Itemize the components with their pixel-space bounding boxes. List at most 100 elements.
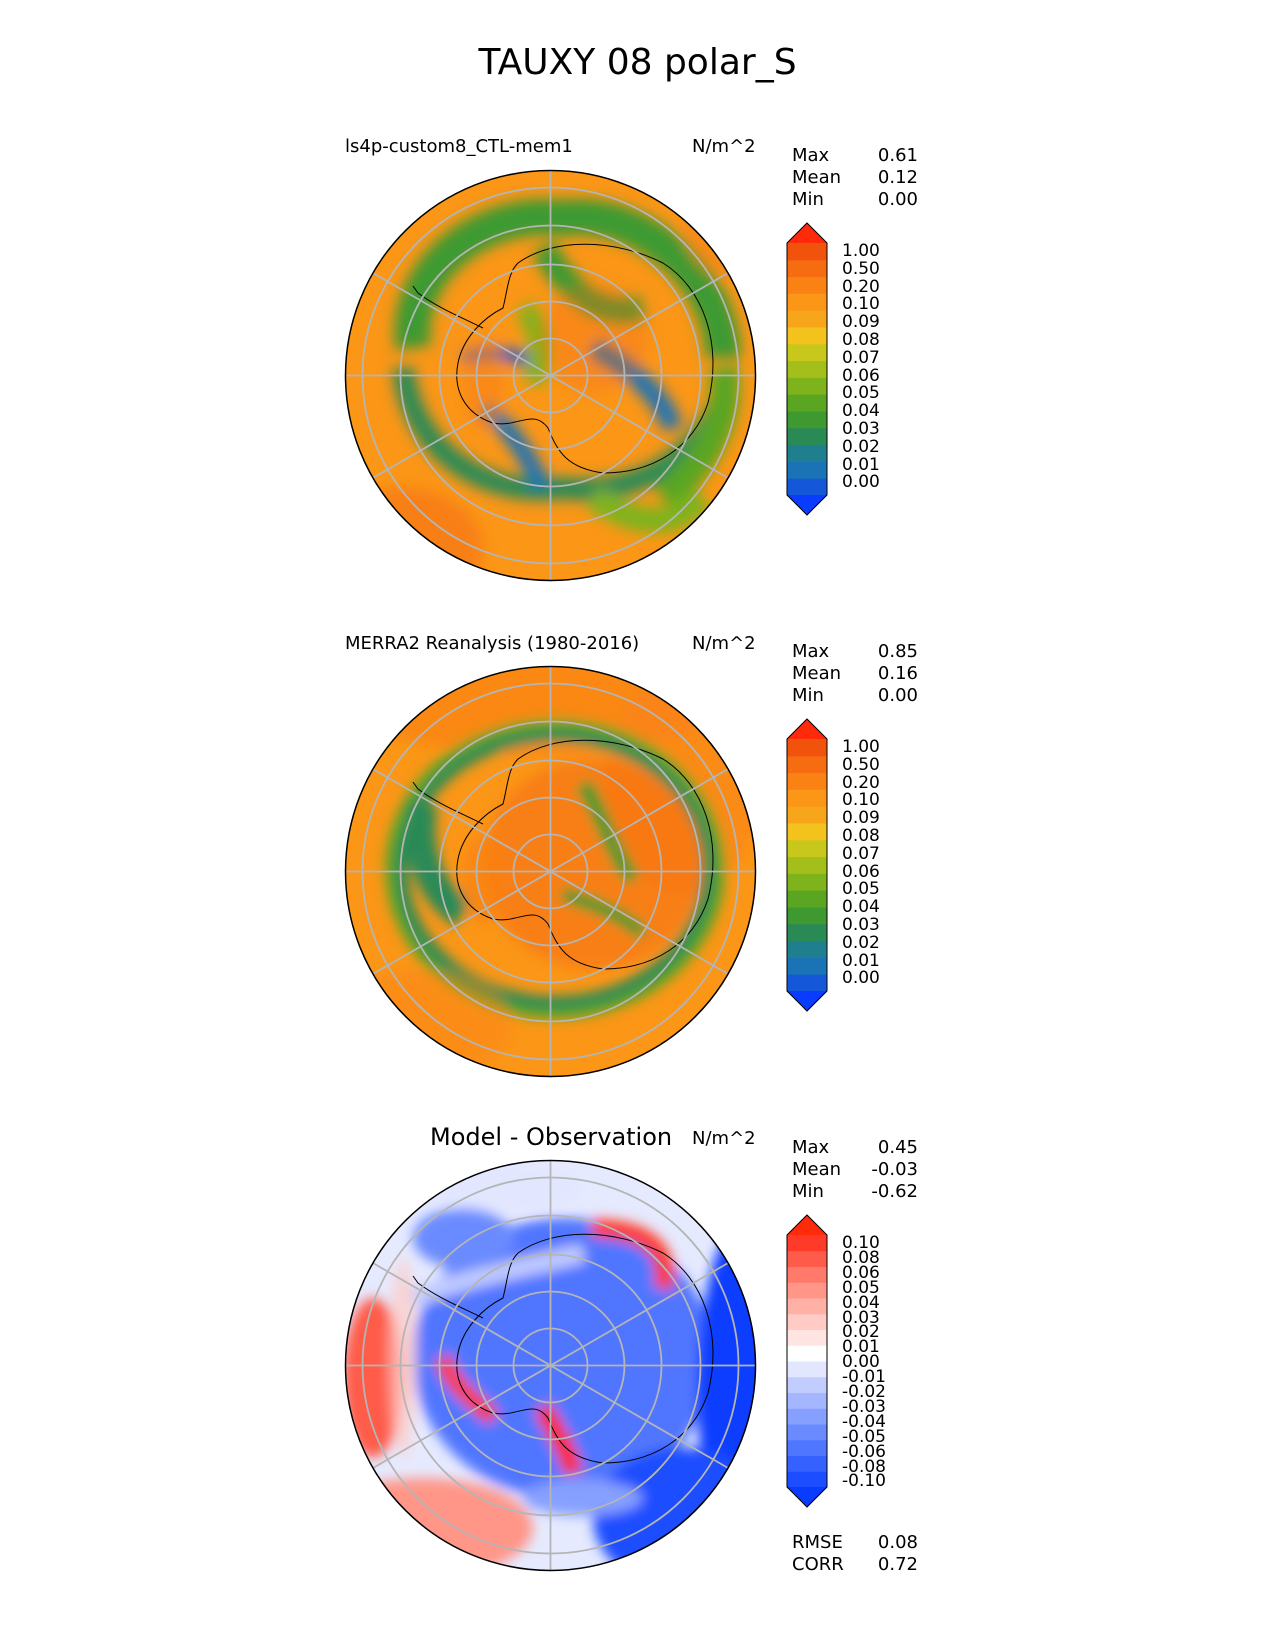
cbar-tick: 1.00 bbox=[842, 241, 880, 261]
colorbar-extend-max bbox=[787, 223, 827, 243]
stat-mean-value: 0.16 bbox=[877, 663, 918, 684]
map-boundary bbox=[344, 1159, 757, 1572]
cbar-tick: 0.06 bbox=[842, 365, 880, 386]
cbar-tick: 0.03 bbox=[842, 915, 880, 935]
colorbar-segment bbox=[787, 259, 827, 278]
panel-model-units: N/m^2 bbox=[692, 136, 756, 157]
colorbar-segment bbox=[787, 940, 827, 958]
colorbar-outline bbox=[786, 222, 828, 516]
panel-model-stats: Max 0.61 Mean 0.12 Min 0.00 bbox=[792, 145, 918, 211]
colorbar-extend-min bbox=[787, 495, 827, 515]
colorbar-segment bbox=[787, 1345, 827, 1362]
cbar-tick: 0.04 bbox=[842, 897, 880, 918]
cbar-tick: 0.05 bbox=[842, 383, 880, 404]
colorbar-extend-min bbox=[787, 991, 827, 1011]
cbar-tick: 0.10 bbox=[842, 790, 880, 811]
stat-rmse-value: 0.08 bbox=[877, 1532, 918, 1553]
cbar-tick: 0.01 bbox=[842, 1337, 880, 1358]
panel-diff-colorbar bbox=[786, 1214, 828, 1508]
panel-obs-stats: Max 0.85 Mean 0.16 Min 0.00 bbox=[792, 641, 918, 707]
panel-diff-stats: Max 0.45 Mean -0.03 Min -0.62 bbox=[792, 1137, 918, 1203]
antarctica-coastline bbox=[456, 1233, 714, 1464]
colorbar-segment bbox=[787, 957, 827, 975]
stat-max-value: 0.85 bbox=[877, 641, 918, 662]
stat-max-value: 0.45 bbox=[877, 1137, 918, 1158]
cbar-tick: 0.09 bbox=[842, 312, 880, 333]
stat-max-label: Max bbox=[792, 1137, 830, 1158]
cbar-tick: 0.05 bbox=[842, 879, 880, 900]
stat-min-value: 0.00 bbox=[877, 189, 918, 210]
colorbar-segment bbox=[787, 1376, 827, 1393]
stat-min-value: 0.00 bbox=[877, 685, 918, 706]
cbar-tick: 0.06 bbox=[842, 1262, 880, 1283]
cbar-tick: 0.05 bbox=[842, 1277, 880, 1298]
stat-mean-value: 0.12 bbox=[877, 167, 918, 188]
peninsula-coastline bbox=[412, 1275, 484, 1319]
stat-mean-value: -0.03 bbox=[871, 1159, 918, 1180]
cbar-tick: -0.01 bbox=[842, 1367, 886, 1388]
colorbar-segment bbox=[787, 293, 827, 311]
figure-title: TAUXY 08 polar_S bbox=[478, 42, 797, 83]
stat-mean-label: Mean bbox=[792, 663, 842, 684]
colorbar-segment bbox=[787, 823, 827, 841]
colorbar-segment bbox=[787, 377, 827, 395]
map-boundary bbox=[344, 665, 757, 1078]
colorbar-segment bbox=[787, 327, 827, 345]
cbar-tick: 0.04 bbox=[842, 401, 880, 422]
panel-diff-error-stats: RMSE 0.08 CORR 0.72 bbox=[792, 1532, 918, 1576]
panel-obs-units: N/m^2 bbox=[692, 633, 756, 654]
cbar-tick: 0.50 bbox=[842, 754, 880, 775]
stat-min-value: -0.62 bbox=[871, 1181, 918, 1202]
cbar-tick: 0.04 bbox=[842, 1292, 880, 1313]
antarctica-coastline bbox=[456, 243, 714, 474]
colorbar-segment bbox=[787, 1471, 827, 1488]
cbar-tick: 0.10 bbox=[842, 1233, 880, 1253]
colorbar-segment bbox=[787, 856, 827, 874]
cbar-tick: 0.01 bbox=[842, 454, 880, 475]
colorbar-segment bbox=[787, 839, 827, 858]
panel-model-map bbox=[344, 169, 757, 582]
cbar-tick: -0.05 bbox=[842, 1426, 886, 1447]
stat-min-label: Min bbox=[792, 189, 824, 210]
cbar-tick: 0.02 bbox=[842, 436, 880, 457]
cbar-tick: 0.09 bbox=[842, 808, 880, 829]
cbar-tick: 0.20 bbox=[842, 276, 880, 297]
colorbar-segment bbox=[787, 276, 827, 294]
stat-corr-label: CORR bbox=[792, 1554, 844, 1575]
cbar-tick: 0.50 bbox=[842, 258, 880, 279]
colorbar-segment bbox=[787, 1439, 827, 1456]
stat-corr-value: 0.72 bbox=[877, 1554, 918, 1575]
colorbar-extend-max bbox=[787, 1215, 827, 1235]
cbar-tick: 0.08 bbox=[842, 1247, 880, 1268]
colorbar-segment bbox=[787, 1282, 827, 1299]
stat-rmse-label: RMSE bbox=[792, 1532, 843, 1553]
colorbar-segment bbox=[787, 1408, 827, 1425]
panel-obs-map bbox=[344, 665, 757, 1078]
colorbar-segment bbox=[787, 772, 827, 790]
cbar-tick: 0.00 bbox=[842, 1352, 880, 1373]
colorbar-segment bbox=[787, 923, 827, 942]
cbar-tick: 1.00 bbox=[842, 737, 880, 757]
colorbar-segment bbox=[787, 478, 827, 496]
cbar-tick: 0.00 bbox=[842, 968, 880, 989]
cbar-tick: 0.01 bbox=[842, 950, 880, 971]
colorbar-segment bbox=[787, 1298, 827, 1315]
colorbar-segment bbox=[787, 461, 827, 479]
panel-diff-title: Model - Observation bbox=[430, 1123, 673, 1151]
colorbar-segment bbox=[787, 873, 827, 891]
stat-max-value: 0.61 bbox=[877, 145, 918, 166]
cbar-tick: 0.02 bbox=[842, 932, 880, 953]
peninsula-coastline bbox=[412, 285, 484, 329]
colorbar-segment bbox=[787, 806, 827, 824]
stat-max-label: Max bbox=[792, 641, 830, 662]
colorbar-segment bbox=[787, 1313, 827, 1330]
cbar-tick: 0.02 bbox=[842, 1322, 880, 1343]
colorbar-segment bbox=[787, 1266, 827, 1283]
colorbar-segment bbox=[787, 444, 827, 462]
colorbar-segment bbox=[787, 890, 827, 908]
colorbar-segment bbox=[787, 1392, 827, 1409]
colorbar-segment bbox=[787, 789, 827, 807]
colorbar-segment bbox=[787, 427, 827, 446]
colorbar-segment bbox=[787, 1361, 827, 1378]
stat-min-label: Min bbox=[792, 685, 824, 706]
